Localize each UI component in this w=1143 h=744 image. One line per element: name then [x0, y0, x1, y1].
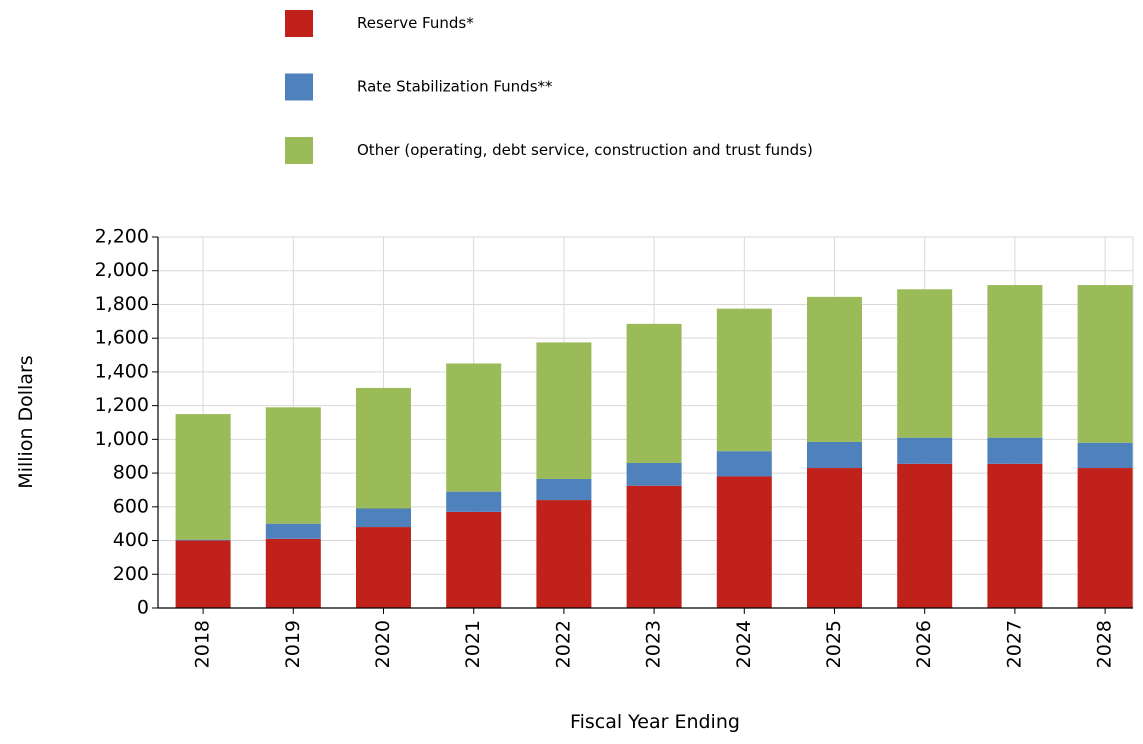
bar-segment: [716, 308, 772, 452]
x-tick-label: 2024: [733, 620, 755, 668]
bar-segment: [536, 342, 592, 479]
bar-segment: [356, 527, 411, 608]
x-tick-label: 2018: [192, 620, 214, 668]
y-tick-label: 200: [113, 563, 149, 585]
x-axis-title: Fiscal Year Ending: [570, 711, 740, 733]
bar-segment: [1077, 442, 1133, 469]
bar-segment: [536, 500, 592, 608]
bar-segment: [987, 285, 1043, 438]
bar-segment: [175, 414, 231, 540]
bar-segment: [807, 441, 862, 469]
legend-swatch: [285, 137, 313, 164]
bar-segment: [446, 363, 502, 492]
bar-segment: [265, 407, 321, 524]
x-tick-label: 2027: [1003, 620, 1025, 668]
y-tick-label: 2,000: [95, 259, 149, 281]
bar-segment: [446, 511, 502, 608]
y-tick-label: 1,800: [95, 293, 149, 315]
x-tick-label: 2026: [913, 620, 935, 668]
x-tick-label: 2023: [643, 620, 665, 668]
bar-segment: [626, 462, 682, 486]
legend-label: Reserve Funds*: [357, 14, 474, 32]
x-tick-label: 2028: [1094, 620, 1116, 668]
bar-segment: [1077, 285, 1133, 443]
bar-segment: [987, 437, 1043, 464]
y-tick-label: 800: [113, 462, 149, 484]
bar-segment: [1077, 468, 1133, 608]
y-tick-label: 2,200: [95, 226, 149, 248]
y-tick-label: 1,600: [95, 327, 149, 349]
y-tick-label: 0: [137, 597, 149, 619]
bar-segment: [265, 523, 321, 539]
legend-swatch: [285, 10, 313, 37]
x-tick-label: 2025: [823, 620, 845, 668]
x-tick-label: 2019: [282, 620, 304, 668]
bar-segment: [626, 323, 682, 463]
y-tick-label: 1,000: [95, 428, 149, 450]
bar-segment: [175, 540, 231, 608]
x-tick-label: 2020: [372, 620, 394, 668]
bar-segment: [807, 468, 862, 608]
legend-label: Other (operating, debt service, construc…: [357, 141, 813, 159]
x-tick-label: 2021: [462, 620, 484, 668]
bar-segment: [897, 437, 953, 464]
bar-segment: [897, 289, 953, 438]
bar-segment: [716, 451, 772, 477]
y-tick-label: 400: [113, 529, 149, 551]
bar-segment: [446, 491, 502, 512]
bar-segment: [807, 296, 862, 442]
bar-segment: [356, 387, 411, 509]
legend-swatch: [285, 73, 313, 101]
bar-segment: [897, 463, 953, 608]
y-tick-label: 1,200: [95, 394, 149, 416]
y-tick-label: 600: [113, 495, 149, 517]
bar-segment: [175, 539, 231, 541]
bar-segment: [265, 538, 321, 608]
y-tick-label: 1,400: [95, 360, 149, 382]
bar-segment: [716, 476, 772, 608]
bar-segment: [536, 478, 592, 501]
bar-segment: [626, 485, 682, 608]
legend-label: Rate Stabilization Funds**: [357, 78, 553, 96]
x-tick-label: 2022: [552, 620, 574, 668]
y-axis-title: Million Dollars: [15, 355, 37, 488]
bar-segment: [356, 508, 411, 528]
bar-segment: [987, 463, 1043, 608]
